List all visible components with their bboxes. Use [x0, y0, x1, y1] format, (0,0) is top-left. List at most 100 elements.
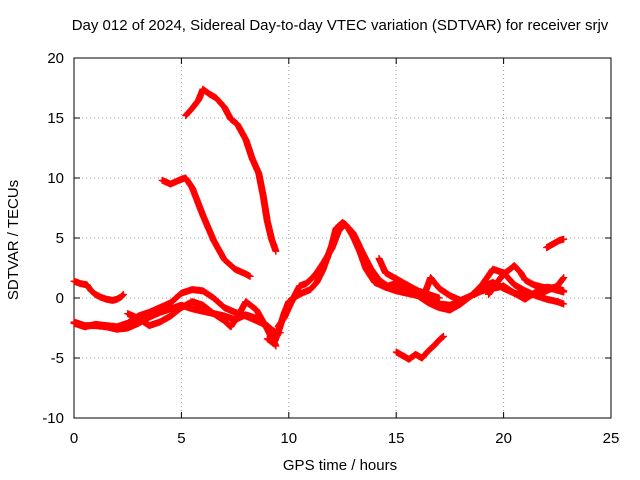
- data-point: [223, 259, 225, 261]
- data-point: [238, 313, 240, 315]
- data-point: [148, 311, 150, 313]
- data-point: [492, 268, 494, 270]
- data-point: [275, 250, 277, 252]
- data-point: [535, 291, 537, 293]
- data-point: [245, 139, 247, 141]
- series-track-13: [392, 332, 447, 363]
- data-point: [99, 296, 101, 298]
- data-point: [558, 239, 561, 241]
- data-point: [223, 307, 225, 309]
- data-point: [180, 292, 182, 294]
- data-point: [414, 353, 417, 355]
- axis-ticks: [73, 57, 612, 419]
- data-point: [271, 238, 273, 240]
- data-point: [223, 315, 225, 317]
- data-point: [427, 350, 430, 352]
- data-point: [369, 267, 372, 269]
- data-point: [283, 316, 286, 318]
- data-point: [245, 314, 247, 316]
- x-tick-labels: 0 5 10 15 20 25: [70, 430, 620, 447]
- data-point: [202, 304, 204, 306]
- data-point: [202, 290, 204, 292]
- data-point: [159, 311, 161, 313]
- data-point: [387, 285, 389, 287]
- data-point: [122, 293, 125, 295]
- data-point: [503, 285, 505, 287]
- data-point: [335, 227, 337, 229]
- x-tick-label: 10: [280, 430, 297, 447]
- series-track-8: [274, 220, 443, 331]
- data-point: [197, 99, 200, 101]
- data-point: [552, 243, 554, 245]
- data-point: [520, 272, 522, 274]
- x-tick-label: 5: [177, 430, 185, 447]
- x-tick-label: 15: [388, 430, 405, 447]
- data-point: [234, 311, 236, 313]
- data-points: [70, 85, 568, 363]
- y-tick-label: 20: [47, 50, 64, 67]
- y-tick-label: 0: [56, 290, 64, 307]
- data-point: [503, 273, 505, 275]
- data-point: [277, 332, 279, 334]
- data-point: [449, 295, 451, 297]
- data-point: [395, 351, 397, 353]
- data-point: [309, 289, 311, 291]
- data-point: [556, 301, 558, 303]
- data-point: [213, 297, 215, 299]
- x-tick-label: 20: [495, 430, 512, 447]
- data-point: [127, 313, 129, 315]
- data-point: [558, 290, 561, 292]
- data-point: [266, 338, 268, 340]
- data-point: [402, 355, 404, 357]
- series-track-14: [543, 235, 568, 252]
- data-point: [524, 279, 526, 281]
- data-point: [273, 343, 275, 345]
- data-point: [541, 286, 543, 288]
- data-point: [191, 308, 193, 310]
- data-point: [127, 327, 129, 329]
- data-point: [395, 286, 397, 288]
- data-point: [378, 279, 380, 281]
- data-point: [234, 268, 236, 270]
- data-point: [406, 284, 408, 286]
- data-point: [316, 272, 318, 274]
- data-point: [322, 268, 324, 270]
- x-axis-label: GPS time / hours: [283, 457, 397, 474]
- data-point: [337, 231, 339, 233]
- data-point: [438, 297, 440, 299]
- data-point: [213, 239, 215, 241]
- data-point: [277, 326, 279, 328]
- data-point: [90, 290, 92, 292]
- data-point: [236, 123, 238, 125]
- data-point: [245, 273, 247, 275]
- data-point: [449, 309, 451, 311]
- data-point: [427, 293, 430, 295]
- data-point: [352, 232, 354, 234]
- data-point: [202, 214, 204, 216]
- data-point: [460, 301, 462, 303]
- series-track-12: [485, 262, 568, 298]
- data-point: [185, 115, 187, 117]
- data-point: [116, 298, 118, 300]
- data-point: [86, 284, 88, 286]
- data-point: [305, 283, 307, 285]
- data-point: [438, 303, 440, 305]
- data-point: [434, 344, 436, 346]
- data-point: [423, 295, 425, 297]
- y-tick-labels: -10 -5 0 5 10 15 20: [42, 50, 64, 427]
- data-point: [316, 281, 318, 283]
- data-point: [487, 293, 490, 295]
- data-point: [563, 238, 565, 240]
- x-tick-label: 0: [70, 430, 78, 447]
- data-point: [509, 268, 511, 270]
- data-point: [513, 284, 515, 286]
- data-point: [266, 328, 268, 330]
- y-tick-label: 5: [56, 230, 64, 247]
- data-point: [191, 107, 193, 109]
- data-point: [563, 303, 565, 305]
- data-point: [524, 290, 526, 292]
- data-point: [408, 358, 410, 360]
- data-point: [344, 223, 346, 225]
- data-point: [116, 328, 118, 330]
- series-track-6: [182, 85, 280, 255]
